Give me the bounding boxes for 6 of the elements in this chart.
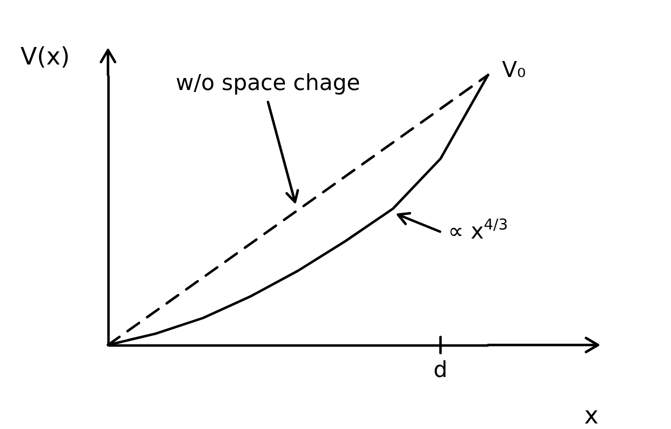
x-axis-title: x <box>584 402 598 429</box>
annotation: ∝ x$^{4/3}$ <box>448 216 508 245</box>
text: V₀ <box>502 58 526 83</box>
annotation: w/o space chage <box>176 71 360 96</box>
text: d <box>434 358 448 383</box>
y-axis-title: V(x) <box>20 42 70 70</box>
